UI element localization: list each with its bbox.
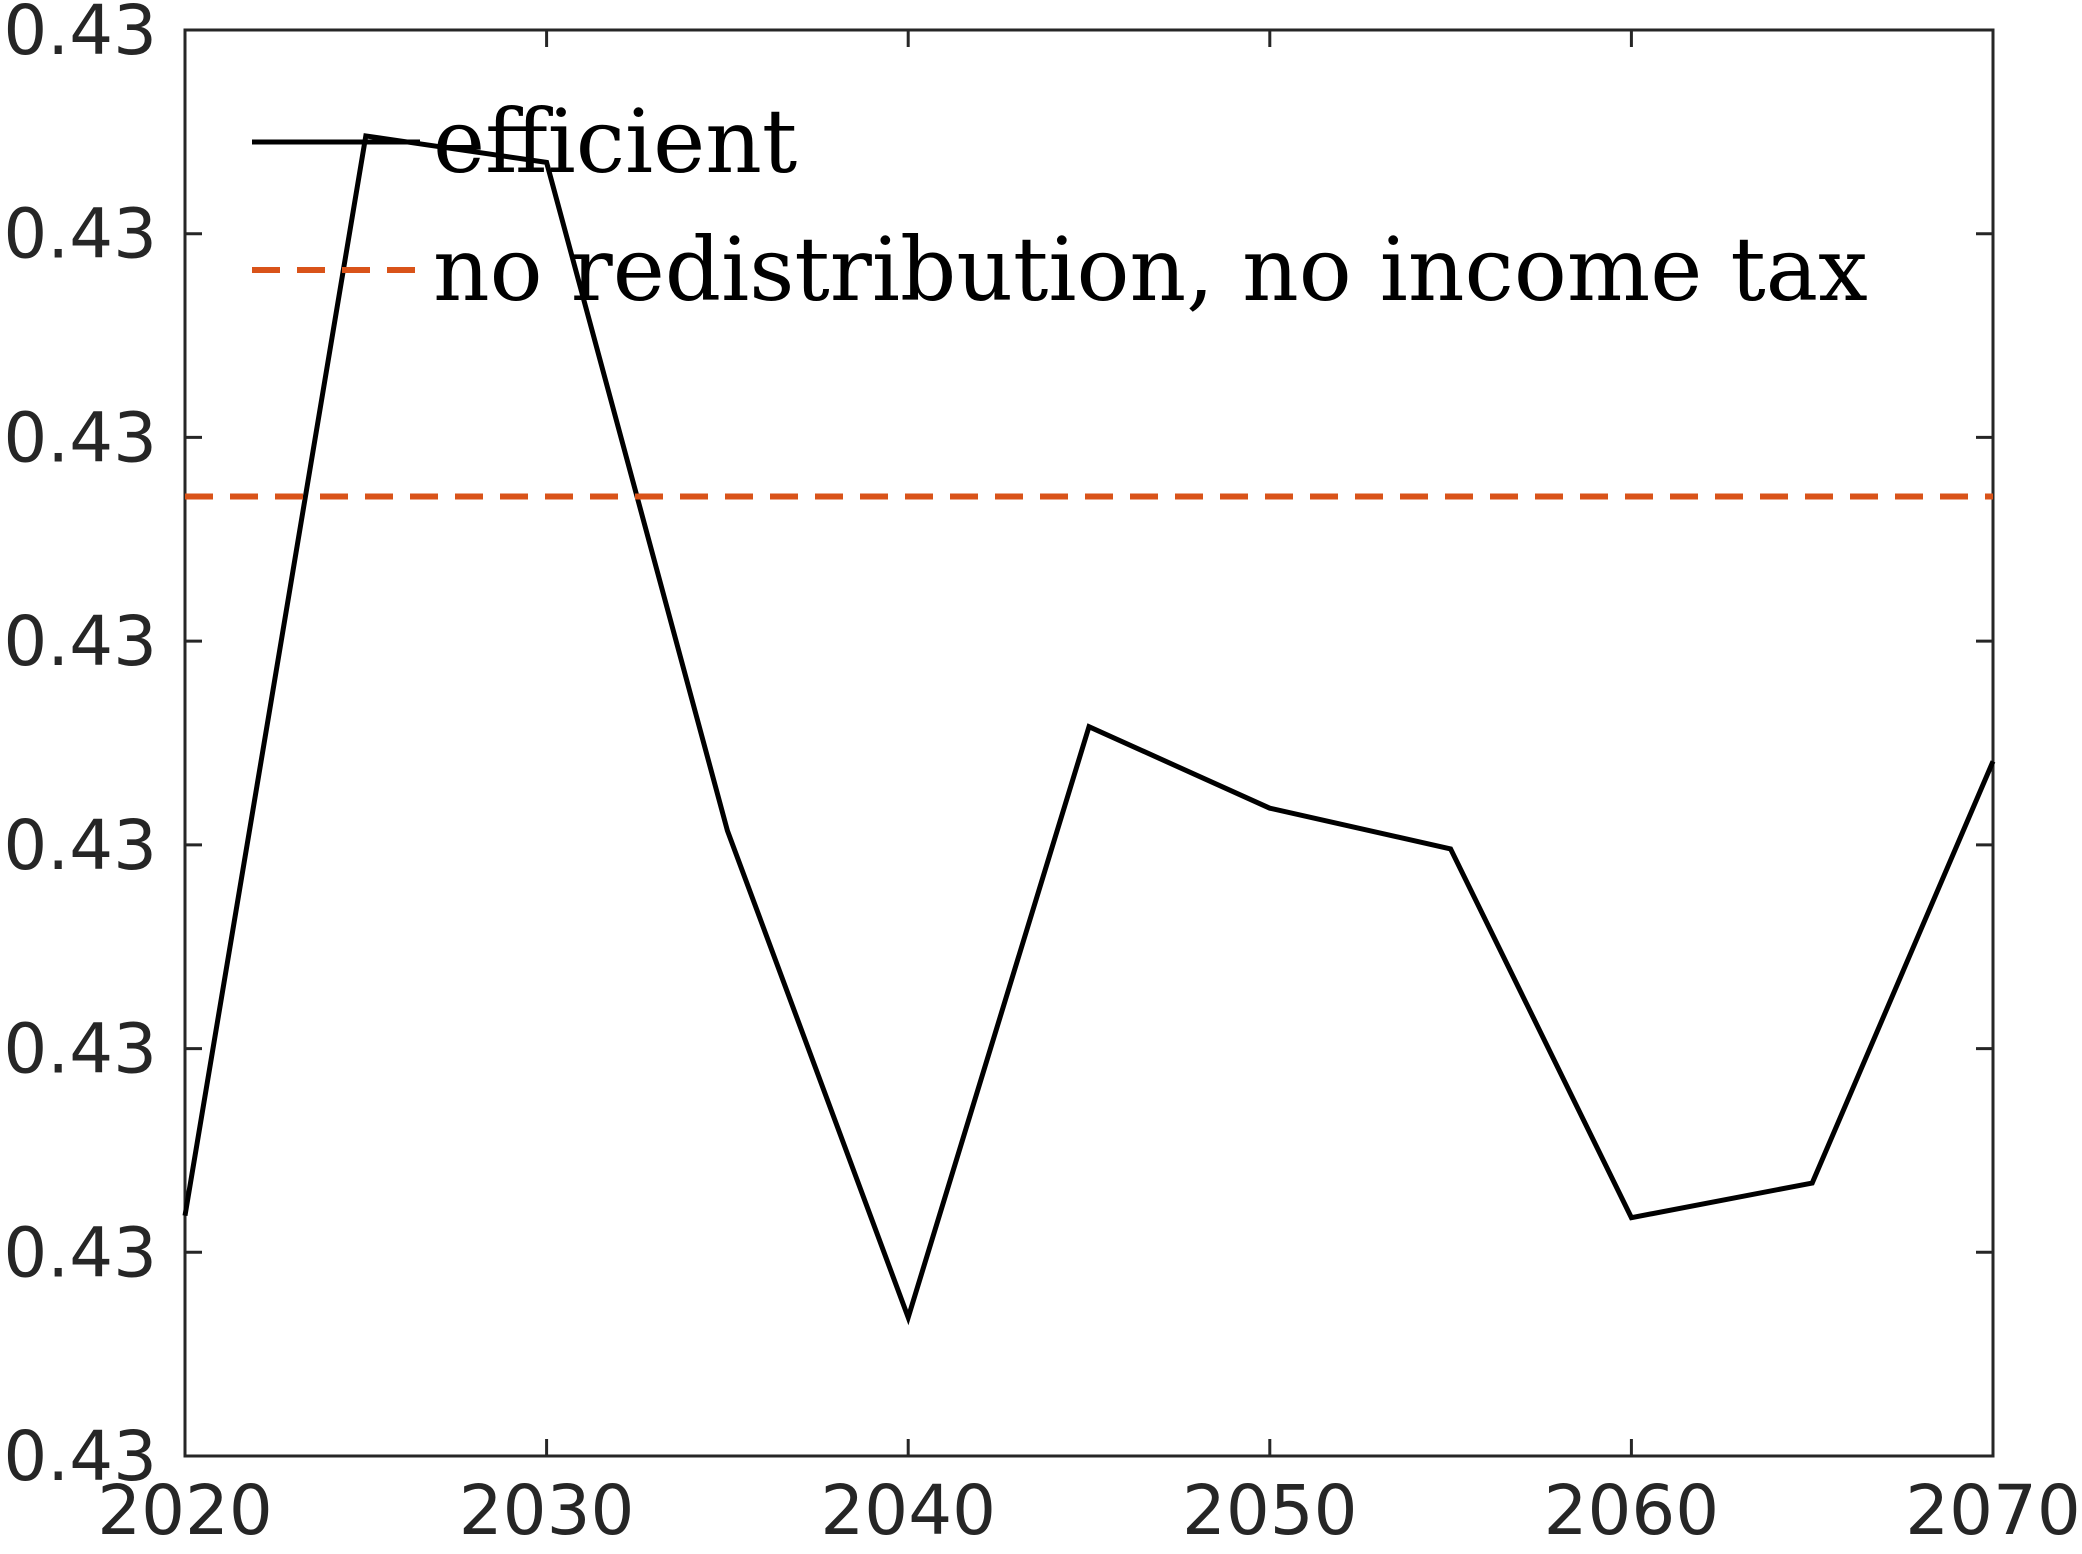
plot-area-frame <box>183 28 1995 1458</box>
y-tick-label: 0.43 <box>3 0 157 71</box>
legend-entry-label: efficient <box>433 90 797 193</box>
y-tick-label: 0.43 <box>3 1010 157 1090</box>
x-tick-label: 2030 <box>459 1471 635 1551</box>
y-tick-label: 0.43 <box>3 1417 157 1497</box>
y-tick-label: 0.43 <box>3 1213 157 1293</box>
y-tick-label: 0.43 <box>3 806 157 886</box>
legend-entry-label: no redistribution, no income tax <box>433 218 1868 321</box>
x-tick-label: 2040 <box>820 1471 996 1551</box>
y-tick-label: 0.43 <box>3 602 157 682</box>
x-tick-label: 2020 <box>97 1471 273 1551</box>
y-tick-label: 0.43 <box>3 398 157 478</box>
x-tick-label: 2070 <box>1905 1471 2081 1551</box>
x-tick-label: 2050 <box>1182 1471 1358 1551</box>
y-tick-label: 0.43 <box>3 195 157 275</box>
x-tick-label: 2060 <box>1544 1471 1720 1551</box>
